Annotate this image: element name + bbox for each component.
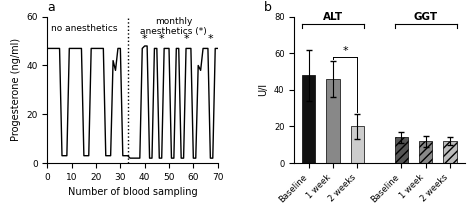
Text: no anesthetics: no anesthetics <box>51 24 117 33</box>
Text: *: * <box>142 33 147 43</box>
Text: *: * <box>183 33 189 43</box>
Text: *: * <box>159 33 164 43</box>
Text: monthly
anesthetics (*): monthly anesthetics (*) <box>140 17 207 36</box>
Text: b: b <box>264 1 272 14</box>
Bar <box>351 126 364 163</box>
X-axis label: Number of blood sampling: Number of blood sampling <box>68 187 197 197</box>
Y-axis label: Progesterone (ng/ml): Progesterone (ng/ml) <box>10 38 21 141</box>
Text: ALT: ALT <box>323 12 343 22</box>
Text: GGT: GGT <box>414 12 438 22</box>
Text: *: * <box>208 33 213 43</box>
Bar <box>419 141 432 163</box>
Bar <box>443 141 457 163</box>
Y-axis label: U/l: U/l <box>258 83 268 96</box>
Text: a: a <box>47 1 55 14</box>
Text: *: * <box>342 46 348 56</box>
Bar <box>395 138 408 163</box>
Bar <box>327 79 340 163</box>
Bar <box>302 75 315 163</box>
